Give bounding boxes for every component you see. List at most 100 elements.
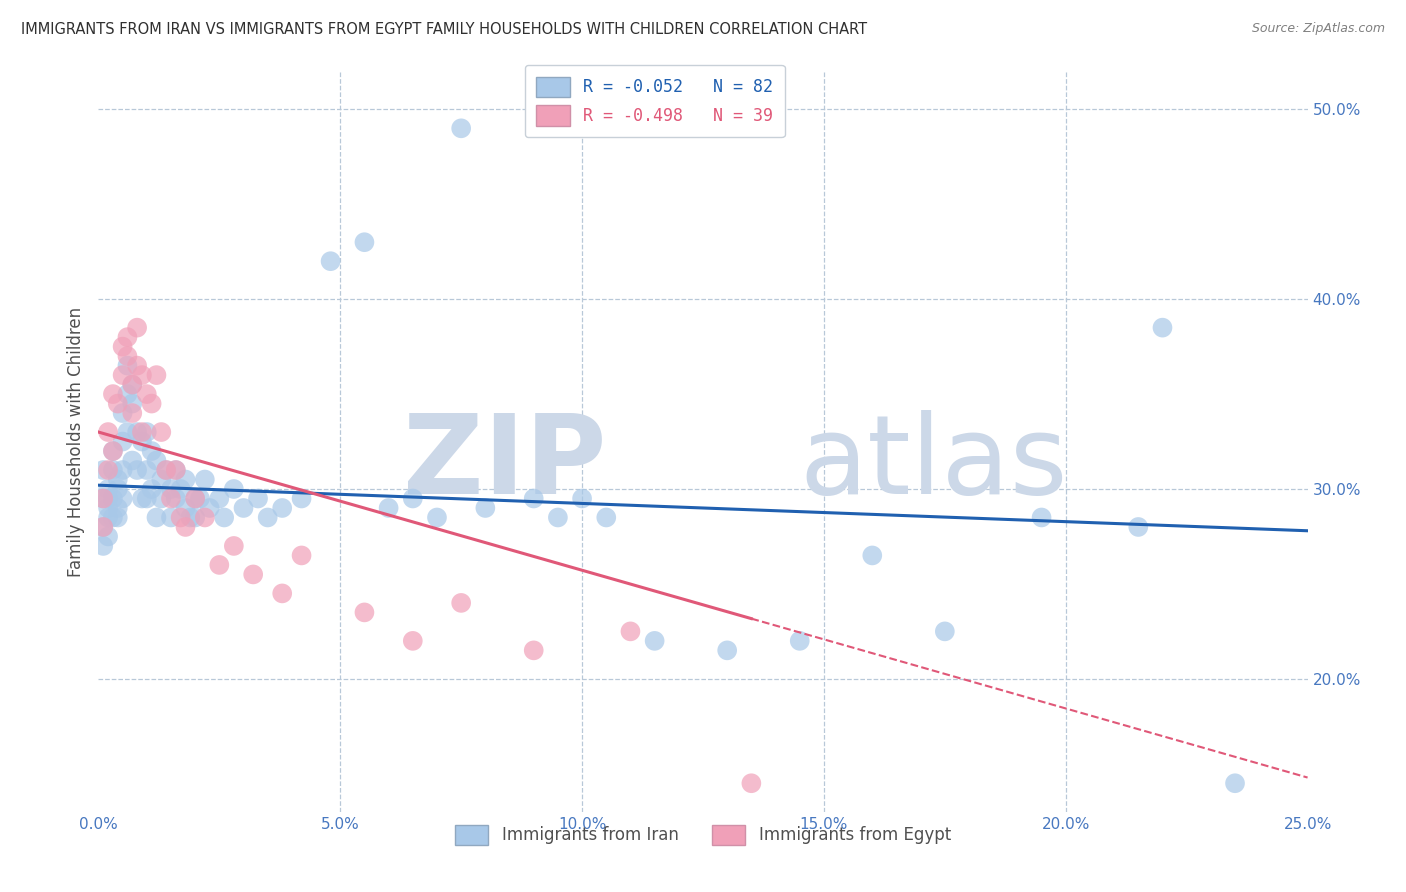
Point [145, 368, 167, 383]
Point [290, 549, 312, 563]
Point [353, 606, 375, 620]
Point [169, 510, 191, 524]
Point [127, 425, 149, 439]
Point [426, 510, 449, 524]
Point [155, 463, 177, 477]
Point [131, 368, 153, 383]
Point [450, 121, 472, 136]
Point [934, 624, 956, 639]
Point [1152, 320, 1174, 334]
Point [319, 254, 342, 268]
Point [107, 396, 129, 410]
Text: ZIP: ZIP [404, 410, 606, 517]
Point [474, 500, 496, 515]
Point [97, 425, 120, 439]
Point [150, 425, 173, 439]
Point [256, 510, 278, 524]
Text: IMMIGRANTS FROM IRAN VS IMMIGRANTS FROM EGYPT FAMILY HOUSEHOLDS WITH CHILDREN CO: IMMIGRANTS FROM IRAN VS IMMIGRANTS FROM … [21, 22, 868, 37]
Point [141, 396, 163, 410]
Point [402, 633, 425, 648]
Point [97, 510, 120, 524]
Point [179, 510, 201, 524]
Point [97, 529, 120, 543]
Point [107, 473, 129, 487]
Point [141, 444, 163, 458]
Point [402, 491, 425, 506]
Point [150, 491, 173, 506]
Point [111, 463, 134, 477]
Point [91, 539, 114, 553]
Point [111, 368, 134, 383]
Point [111, 406, 134, 420]
Point [131, 425, 153, 439]
Point [194, 473, 217, 487]
Y-axis label: Family Households with Children: Family Households with Children [66, 307, 84, 576]
Point [91, 463, 114, 477]
Point [353, 235, 375, 250]
Point [160, 491, 183, 506]
Point [222, 482, 245, 496]
Point [117, 425, 139, 439]
Point [135, 463, 157, 477]
Point [184, 510, 207, 524]
Point [1223, 776, 1246, 790]
Point [101, 491, 124, 506]
Point [97, 482, 120, 496]
Point [121, 377, 143, 392]
Point [619, 624, 641, 639]
Point [107, 500, 129, 515]
Point [160, 482, 183, 496]
Point [271, 500, 294, 515]
Point [97, 491, 120, 506]
Point [377, 500, 399, 515]
Point [547, 510, 569, 524]
Point [232, 500, 254, 515]
Text: Source: ZipAtlas.com: Source: ZipAtlas.com [1251, 22, 1385, 36]
Point [127, 320, 149, 334]
Point [208, 491, 231, 506]
Point [97, 463, 120, 477]
Point [131, 491, 153, 506]
Point [91, 491, 114, 506]
Point [174, 500, 197, 515]
Point [1031, 510, 1053, 524]
Point [1128, 520, 1150, 534]
Point [91, 520, 114, 534]
Point [271, 586, 294, 600]
Point [101, 510, 124, 524]
Point [160, 510, 183, 524]
Point [97, 500, 120, 515]
Legend: Immigrants from Iran, Immigrants from Egypt: Immigrants from Iran, Immigrants from Eg… [449, 818, 957, 852]
Point [111, 491, 134, 506]
Point [121, 396, 143, 410]
Point [117, 330, 139, 344]
Point [127, 359, 149, 373]
Point [740, 776, 762, 790]
Text: atlas: atlas [800, 410, 1069, 517]
Point [121, 377, 143, 392]
Point [242, 567, 264, 582]
Point [789, 633, 811, 648]
Point [212, 510, 235, 524]
Point [91, 520, 114, 534]
Point [101, 387, 124, 401]
Point [595, 510, 617, 524]
Point [194, 510, 217, 524]
Point [127, 463, 149, 477]
Point [111, 434, 134, 449]
Point [101, 444, 124, 458]
Point [165, 491, 187, 506]
Point [145, 453, 167, 467]
Point [107, 482, 129, 496]
Point [165, 463, 187, 477]
Point [131, 434, 153, 449]
Point [184, 491, 207, 506]
Point [165, 463, 187, 477]
Point [135, 387, 157, 401]
Point [107, 510, 129, 524]
Point [716, 643, 738, 657]
Point [222, 539, 245, 553]
Point [101, 444, 124, 458]
Point [145, 510, 167, 524]
Point [247, 491, 270, 506]
